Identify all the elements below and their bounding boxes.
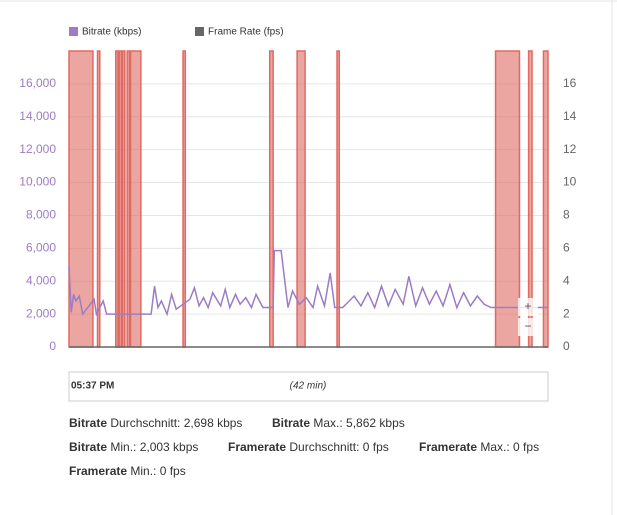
y-tick-label: 12,000 <box>19 142 56 156</box>
stat: Bitrate Durchschnitt: 2,698 kbps <box>69 416 242 430</box>
y-tick-label: 4,000 <box>26 273 56 287</box>
outage-band <box>336 50 341 348</box>
zoom-label[interactable]: − <box>524 319 531 333</box>
stat-label: Framerate <box>228 440 287 454</box>
y-tick-label: 6,000 <box>26 241 56 255</box>
stat-text: Min.: 2,003 kbps <box>110 440 199 454</box>
zoom-label[interactable]: + <box>524 299 531 313</box>
stat: Bitrate Max.: 5,862 kbps <box>272 416 405 430</box>
y2-tick-label: 0 <box>563 339 570 353</box>
series-line <box>68 249 548 317</box>
y-tick-label: 2,000 <box>26 306 56 320</box>
outage-band <box>494 50 521 348</box>
y2-tick-label: 14 <box>563 109 577 123</box>
stat: Framerate Max.: 0 fps <box>419 440 539 454</box>
stat-label: Bitrate <box>69 440 108 454</box>
stat: Bitrate Min.: 2,003 kbps <box>69 440 198 454</box>
y2-tick-label: 12 <box>563 142 577 156</box>
stat-label: Framerate <box>69 464 128 478</box>
y-tick-label: 14,000 <box>19 109 56 123</box>
navigator-start: 05:37 PM <box>71 381 114 392</box>
y-tick-label: 10,000 <box>19 175 56 189</box>
stat-label: Bitrate <box>272 416 311 430</box>
legend-label: Frame Rate (fps) <box>208 27 284 38</box>
navigator-duration: (42 min) <box>290 381 327 392</box>
navigator <box>68 371 549 402</box>
outage-band <box>115 50 119 348</box>
outage-band <box>126 50 131 348</box>
outage-band <box>542 50 549 348</box>
outage-band <box>96 50 101 348</box>
y-tick-label: 8,000 <box>26 208 56 222</box>
legend-label: Bitrate (kbps) <box>82 27 141 38</box>
legend-swatch <box>195 27 204 36</box>
y-tick-label: 16,000 <box>19 76 56 90</box>
zoom-button[interactable] <box>518 318 538 336</box>
y2-tick-label: 8 <box>563 208 570 222</box>
stat-text: Min.: 0 fps <box>130 464 186 478</box>
stat-text: Max.: 0 fps <box>480 440 540 454</box>
stat: Framerate Durchschnitt: 0 fps <box>228 440 389 454</box>
y2-tick-label: 10 <box>563 175 577 189</box>
outage-band <box>129 50 142 348</box>
stat: Framerate Min.: 0 fps <box>69 464 186 478</box>
y2-tick-label: 2 <box>563 306 570 320</box>
outage-band <box>118 50 123 348</box>
zoom-button[interactable] <box>518 298 538 316</box>
stat-text: Durchschnitt: 0 fps <box>289 440 389 454</box>
stat-text: Durchschnitt: 2,698 kbps <box>110 416 243 430</box>
outage-band <box>121 50 126 348</box>
stat-label: Framerate <box>419 440 478 454</box>
stat-label: Bitrate <box>69 416 108 430</box>
y2-tick-label: 4 <box>563 273 570 287</box>
stat-text: Max.: 5,862 kbps <box>313 416 405 430</box>
legend-swatch <box>69 27 78 36</box>
y-tick-label: 0 <box>49 339 56 353</box>
y2-tick-label: 6 <box>563 241 570 255</box>
y2-tick-label: 16 <box>563 76 577 90</box>
